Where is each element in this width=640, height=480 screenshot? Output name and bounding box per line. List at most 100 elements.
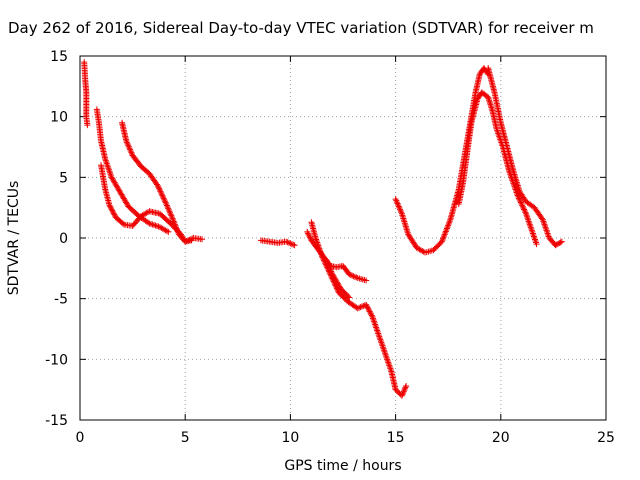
data-point (174, 228, 181, 235)
data-point (383, 354, 390, 361)
data-point (165, 228, 172, 235)
data-point (159, 192, 166, 199)
data-point (323, 258, 330, 265)
axis-ticks (79, 55, 607, 421)
data-point (158, 191, 165, 198)
data-point (285, 239, 292, 246)
data-point (324, 259, 331, 266)
data-point (439, 237, 446, 244)
data-point (440, 234, 447, 241)
data-point (161, 198, 168, 205)
data-point (382, 350, 389, 357)
data-point (110, 210, 117, 217)
series-arc-f (304, 228, 370, 284)
data-point (109, 207, 116, 214)
x-tick-label: 25 (597, 430, 615, 446)
data-point (326, 264, 333, 271)
data-point (394, 200, 401, 207)
data-point (533, 241, 540, 248)
data-point (445, 222, 452, 229)
data-point (125, 142, 132, 149)
data-point (174, 227, 181, 234)
data-point (306, 233, 313, 240)
data-point (106, 202, 113, 209)
data-point (395, 201, 402, 208)
data-point (160, 195, 167, 202)
data-point (528, 225, 535, 232)
data-point (385, 360, 392, 367)
data-point (150, 222, 157, 228)
data-point (287, 240, 294, 247)
x-tick-label: 20 (492, 430, 510, 446)
data-point (543, 225, 550, 232)
data-point (373, 324, 380, 331)
data-point (381, 347, 388, 354)
data-point (170, 218, 177, 225)
data-point (541, 222, 548, 229)
data-point (291, 242, 298, 249)
data-point (445, 221, 452, 228)
data-point (494, 127, 501, 134)
data-point (442, 228, 449, 235)
data-point (375, 330, 382, 337)
data-point (552, 242, 559, 249)
data-point (103, 159, 110, 166)
data-point (378, 339, 385, 346)
y-tick-label: -15 (45, 413, 68, 429)
data-point (383, 353, 390, 360)
data-point (400, 388, 407, 395)
data-point (532, 238, 539, 245)
data-point (377, 338, 384, 345)
data-point (400, 389, 407, 396)
data-point (401, 387, 408, 394)
data-point (127, 148, 134, 155)
data-points (81, 59, 565, 399)
data-point (528, 227, 535, 234)
data-point (395, 203, 402, 210)
data-point (169, 215, 176, 222)
data-point (363, 303, 370, 310)
data-point (328, 269, 335, 276)
data-point (557, 239, 564, 246)
data-point (106, 169, 113, 176)
data-point (374, 329, 381, 336)
data-point (320, 256, 327, 262)
y-axis-label: SDTVAR / TECUs (6, 181, 22, 296)
data-point (325, 262, 332, 269)
data-point (521, 206, 528, 213)
data-point (519, 202, 526, 209)
data-point (525, 218, 532, 225)
chart-title: Day 262 of 2016, Sidereal Day-to-day VTE… (8, 19, 594, 37)
data-point (187, 236, 194, 243)
data-point (529, 228, 536, 235)
series-arc-i (392, 65, 492, 256)
data-point (446, 218, 453, 225)
data-point (519, 203, 526, 210)
data-point (162, 199, 169, 206)
data-point (283, 238, 290, 245)
data-point (527, 224, 534, 231)
data-point (161, 196, 168, 203)
data-point (387, 366, 394, 373)
data-point (126, 145, 133, 152)
data-point (367, 309, 374, 316)
data-point (382, 351, 389, 358)
data-point (290, 241, 297, 248)
data-point (125, 143, 132, 150)
data-point (397, 207, 404, 214)
data-point (353, 274, 360, 281)
data-point (328, 268, 335, 275)
data-point (381, 348, 388, 355)
data-point (538, 215, 545, 222)
data-point (305, 231, 312, 238)
data-point (521, 207, 528, 214)
data-point (158, 189, 165, 196)
data-point (105, 165, 112, 172)
y-tick-label: -10 (45, 352, 68, 368)
data-point (543, 227, 550, 234)
data-point (319, 254, 326, 261)
data-point (522, 209, 529, 216)
data-point (526, 221, 533, 228)
data-point (171, 219, 178, 226)
